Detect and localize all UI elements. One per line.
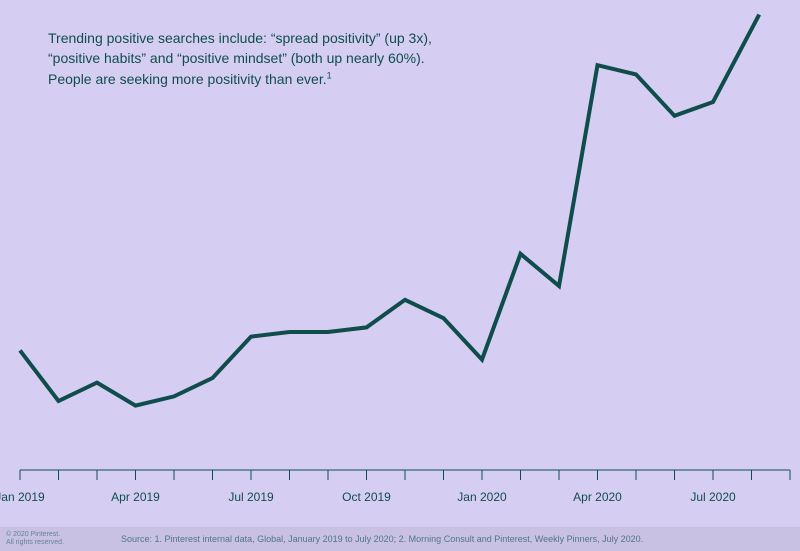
chart-svg — [0, 0, 800, 551]
x-axis-label: Jan 2020 — [457, 490, 506, 504]
x-axis-label: Apr 2020 — [573, 490, 622, 504]
x-axis-label: Jan 2019 — [0, 490, 45, 504]
x-axis-label: Oct 2019 — [342, 490, 391, 504]
copyright-text: © 2020 Pinterest. All rights reserved. — [6, 531, 91, 548]
x-axis-label: Jul 2020 — [690, 490, 735, 504]
footer-bar: © 2020 Pinterest. All rights reserved. S… — [0, 527, 800, 551]
trend-line — [20, 15, 759, 406]
copyright-line-1: © 2020 Pinterest. — [6, 531, 91, 539]
x-axis-label: Apr 2019 — [111, 490, 160, 504]
source-text: Source: 1. Pinterest internal data, Glob… — [121, 534, 643, 544]
x-axis-label: Jul 2019 — [228, 490, 273, 504]
x-axis — [20, 470, 790, 480]
copyright-line-2: All rights reserved. — [6, 539, 91, 547]
line-chart: Jan 2019 Apr 2019 Jul 2019 Oct 2019 Jan 2020… — [0, 0, 800, 551]
